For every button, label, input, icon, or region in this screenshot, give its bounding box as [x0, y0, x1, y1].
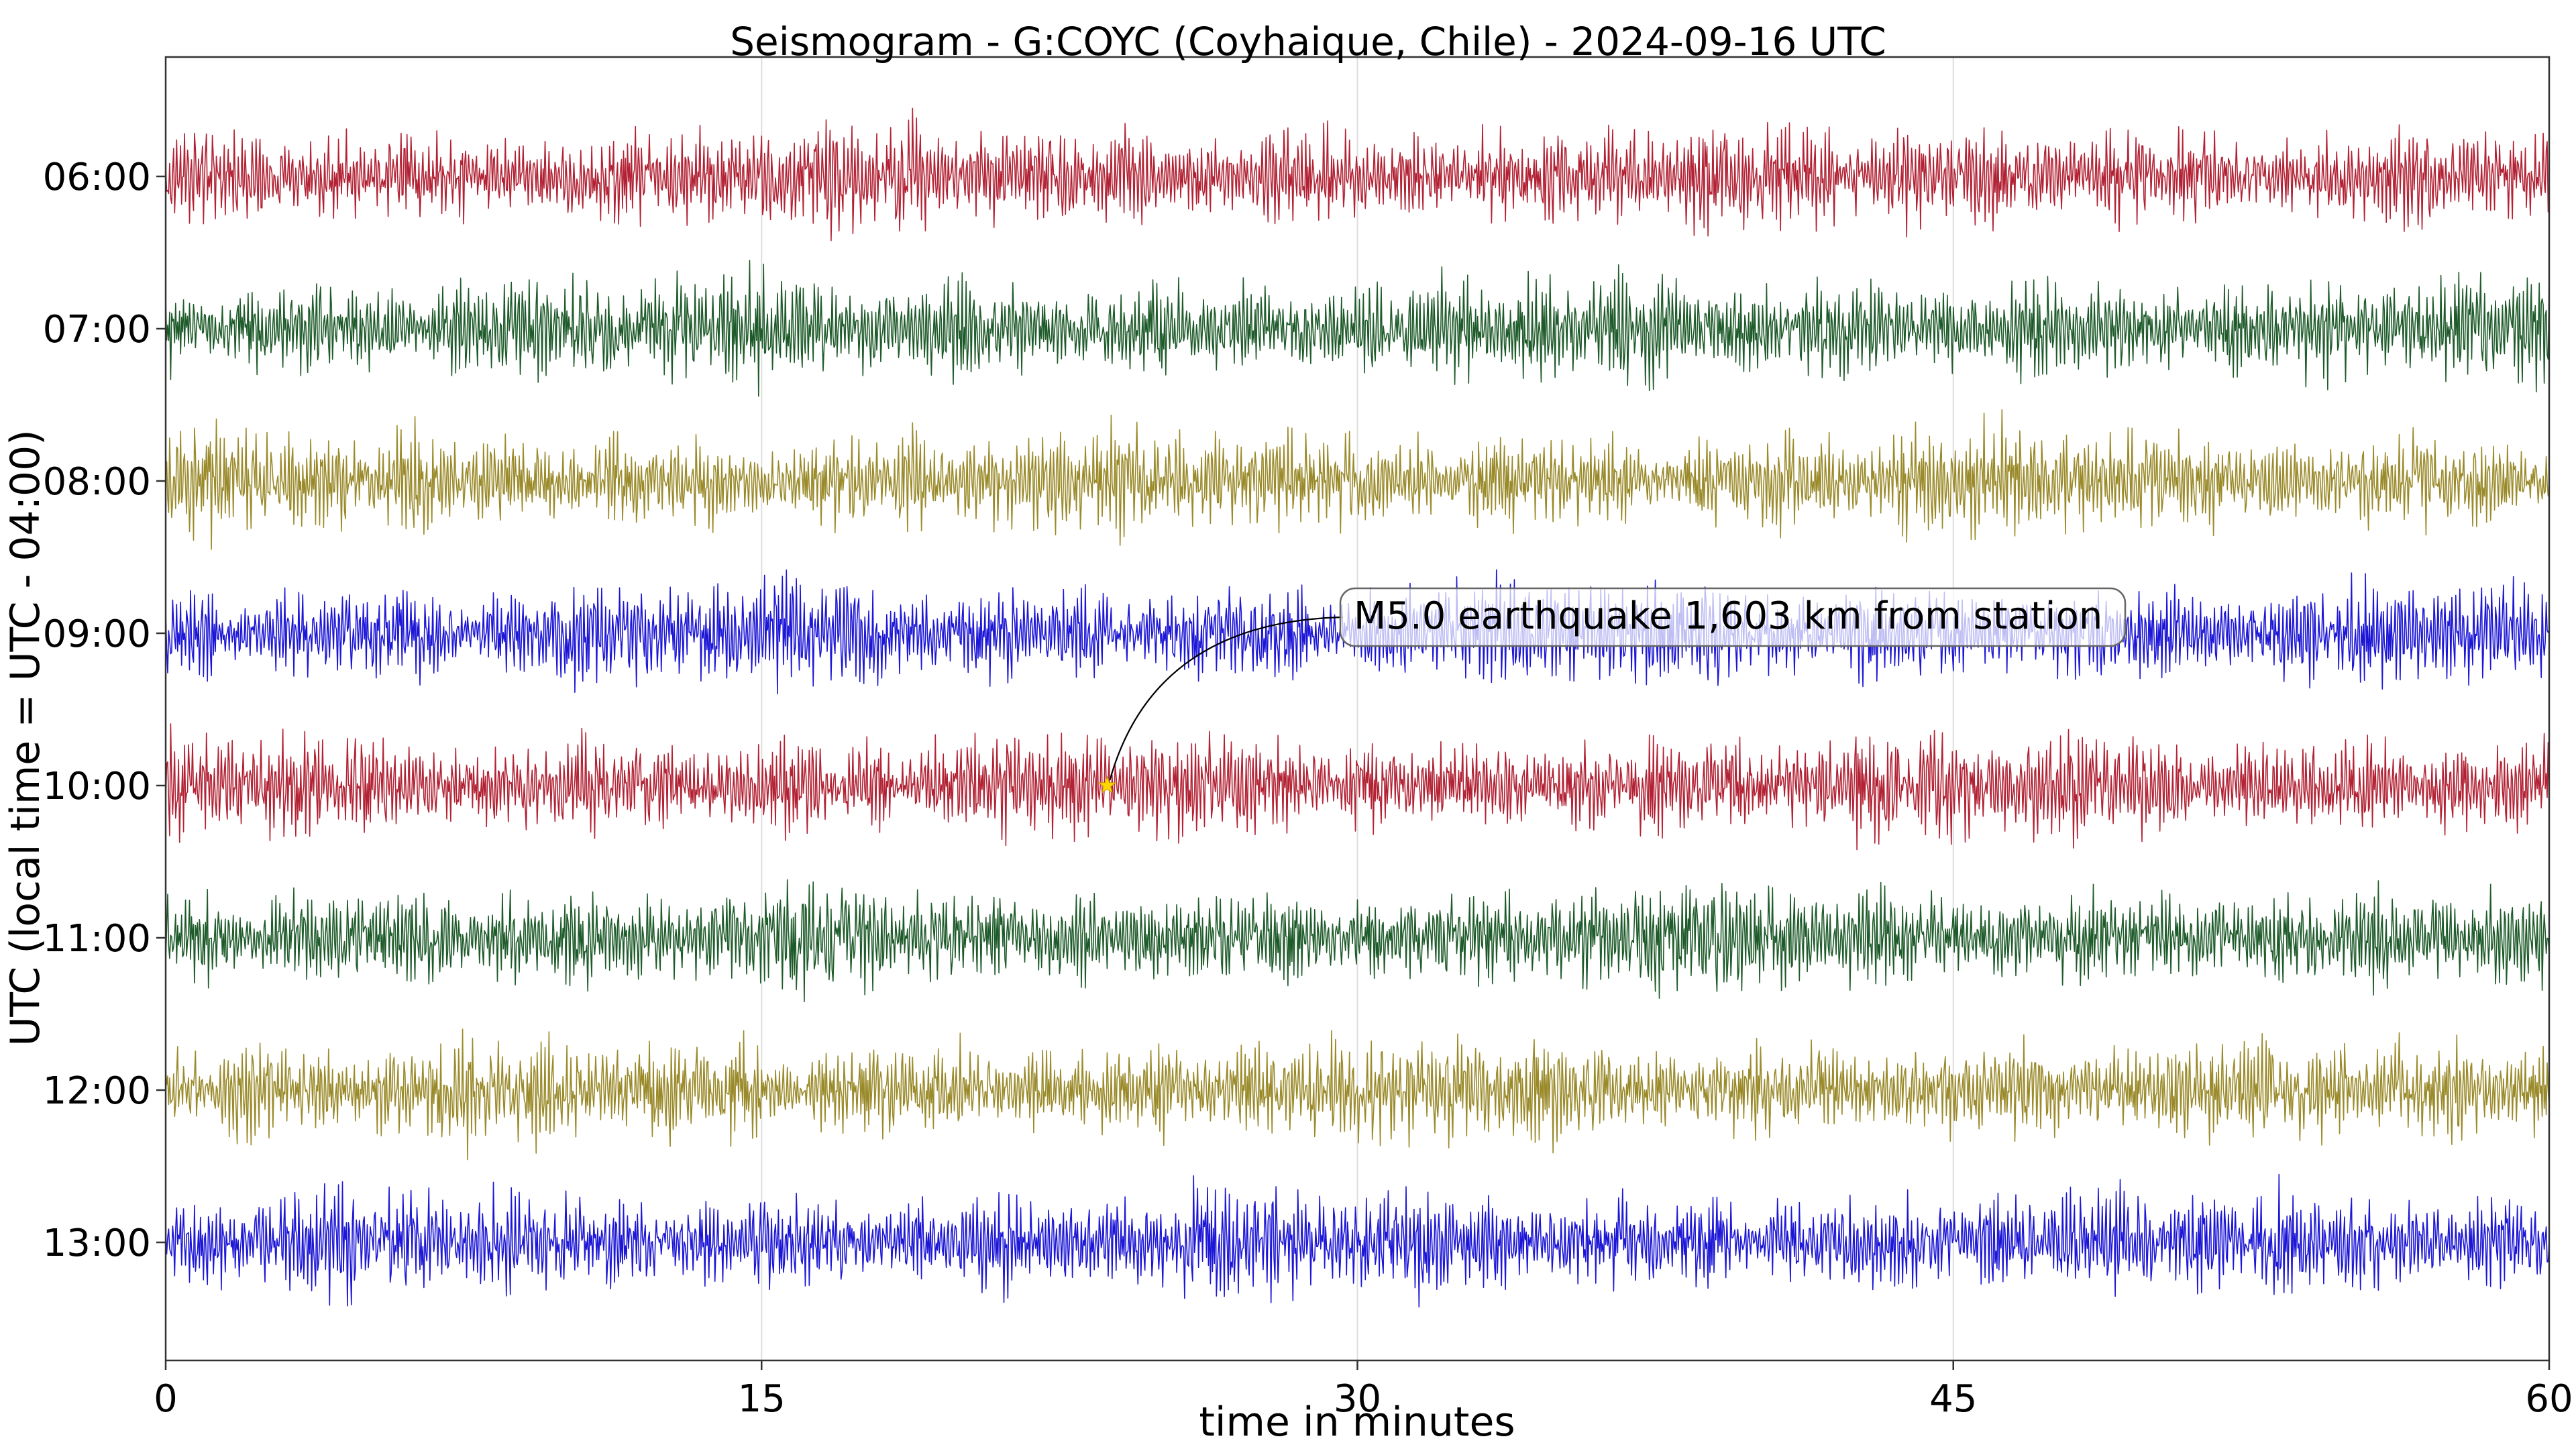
x-tick-label: 15	[738, 1377, 786, 1421]
x-axis-label: time in minutes	[1199, 1399, 1515, 1446]
y-tick-label: 13:00	[43, 1222, 151, 1265]
x-tick-label: 60	[2525, 1377, 2573, 1421]
trace-0600	[165, 107, 2550, 241]
trace-group	[165, 107, 2550, 1308]
annotation-text: M5.0 earthquake 1,603 km from station	[1354, 594, 2102, 638]
trace-0800	[165, 409, 2550, 550]
trace-1000	[165, 723, 2550, 851]
y-tick-label: 06:00	[43, 156, 151, 199]
event-marker-icon	[1097, 775, 1117, 794]
grid-lines	[761, 57, 1954, 1360]
x-tick-label: 30	[1334, 1377, 1381, 1421]
y-tick-label: 07:00	[43, 308, 151, 352]
y-axis-label: UTC (local time = UTC - 04:00)	[2, 429, 49, 1046]
y-axis-ticks: 06:00 07:00 08:00 09:00 10:00 11:00 12:00 13:00	[43, 156, 166, 1265]
y-tick-label: 10:00	[43, 765, 151, 808]
y-tick-label: 08:00	[43, 460, 151, 504]
y-tick-label: 09:00	[43, 612, 151, 656]
trace-1200	[165, 1028, 2550, 1161]
chart-title: Seismogram - G:COYC (Coyhaique, Chile) -…	[730, 19, 1886, 64]
annotation-connector	[1109, 616, 1344, 781]
trace-1300	[165, 1173, 2550, 1308]
x-axis-ticks: 0 15 30 45 60	[154, 1360, 2573, 1421]
annotation-box	[1339, 587, 2127, 647]
trace-0700	[165, 260, 2550, 397]
trace-1100	[165, 879, 2550, 1002]
y-tick-label: 11:00	[43, 917, 151, 961]
y-tick-label: 12:00	[43, 1069, 151, 1113]
annotation-group: M5.0 earthquake 1,603 km from station	[1097, 587, 2127, 794]
x-tick-label: 45	[1929, 1377, 1977, 1421]
x-tick-label: 0	[154, 1377, 178, 1421]
